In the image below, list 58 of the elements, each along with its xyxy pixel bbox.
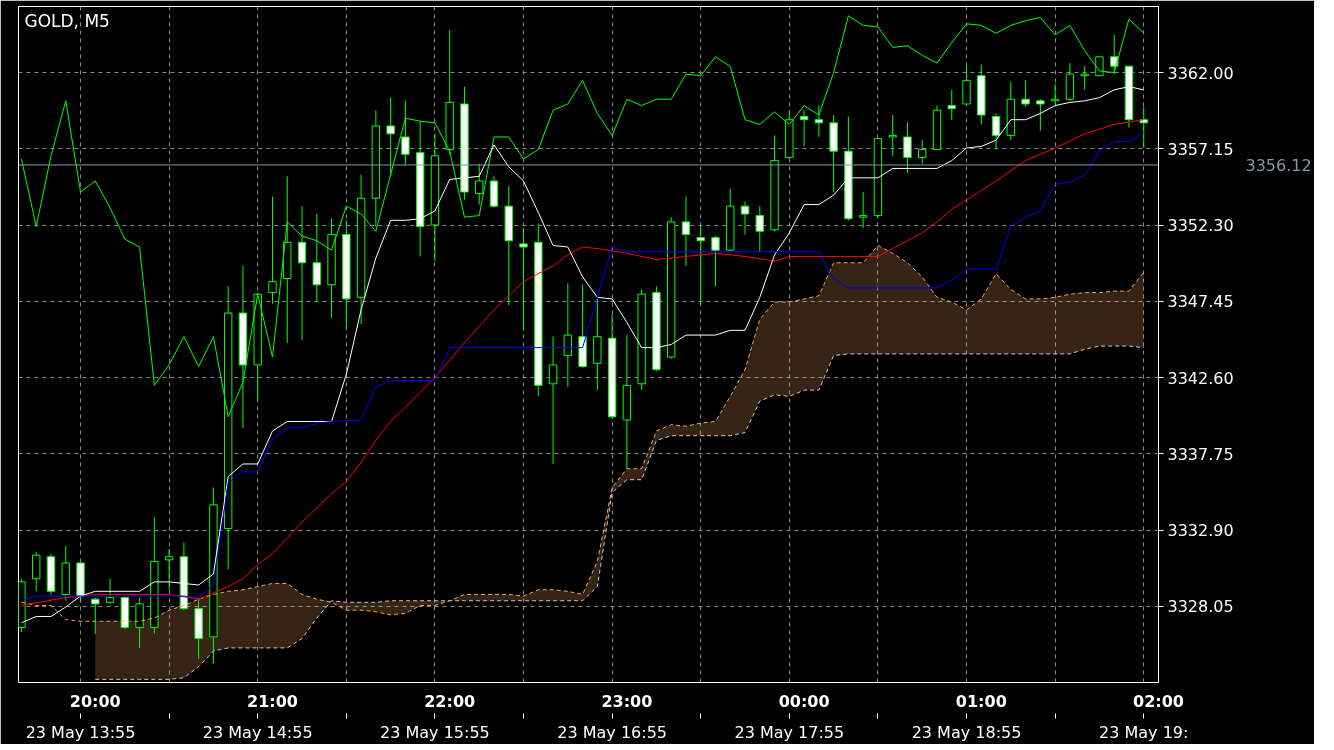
- candlestick: [740, 200, 750, 235]
- candlestick: [962, 65, 971, 105]
- y-tick-label: 3328.05: [1167, 597, 1234, 617]
- y-tick-label: 3342.60: [1167, 368, 1234, 388]
- candlestick: [1080, 65, 1089, 91]
- x-tick-label: 23 May 15:55: [380, 722, 490, 742]
- candlestick: [1036, 98, 1045, 132]
- candlestick: [563, 282, 573, 388]
- candlestick: [991, 112, 1001, 151]
- candlestick: [91, 597, 100, 635]
- x2-tick-label: 00:00: [778, 691, 830, 711]
- candlestick: [164, 548, 174, 591]
- line-series: [20, 244, 1145, 622]
- x2-tick-label: 01:00: [955, 691, 1007, 711]
- x-tick-label: 23 May 17:55: [734, 722, 845, 742]
- y-tick-label: 3352.30: [1167, 216, 1234, 236]
- x2-tick-label: 21:00: [247, 691, 298, 711]
- x-tick-label: 23 May 14:55: [202, 722, 313, 742]
- candlestick: [1110, 34, 1119, 75]
- candlestick: [888, 114, 897, 157]
- candlestick: [548, 336, 558, 465]
- ref-line-label: 3356.12: [1245, 155, 1312, 175]
- candlestick: [918, 139, 927, 165]
- candlestick: [799, 109, 809, 147]
- candlestick: [519, 227, 528, 331]
- line-series: [94, 345, 1145, 680]
- chart-title: GOLD, M5: [24, 10, 110, 31]
- candlestick: [755, 205, 764, 253]
- y-tick-label: 3337.75: [1167, 444, 1234, 464]
- candlestick: [1021, 79, 1030, 108]
- candlestick: [32, 551, 41, 592]
- candlestick: [268, 196, 277, 305]
- y-tick-label: 3347.45: [1167, 292, 1234, 312]
- candlestick: [401, 100, 410, 166]
- x2-tick-label: 20:00: [69, 691, 121, 711]
- y-tick-label: 3332.90: [1167, 521, 1234, 541]
- x-tick-label: 23 May 13:55: [25, 722, 136, 742]
- y-tick-label: 3362.00: [1167, 63, 1234, 83]
- x2-tick-label: 23:00: [601, 691, 653, 711]
- candlestick: [681, 196, 691, 267]
- y-tick-label: 3357.15: [1167, 139, 1234, 159]
- candlestick: [135, 597, 144, 649]
- candlestick: [947, 89, 956, 121]
- candlestick: [297, 205, 307, 341]
- x2-tick-label: 02:00: [1133, 691, 1184, 711]
- candlestick: [858, 191, 868, 229]
- candlestick: [312, 213, 321, 303]
- x2-tick-label: 22:00: [424, 691, 476, 711]
- candlestick: [814, 105, 824, 138]
- candlestick: [1095, 56, 1104, 77]
- x-tick-label: 23 May 16:55: [557, 722, 667, 742]
- candlestick: [696, 224, 705, 305]
- candlestick: [475, 163, 484, 206]
- x-tick-label: 23 May 19:: [1099, 722, 1189, 742]
- x-tick-label: 23 May 18:55: [911, 722, 1022, 742]
- candlestick: [105, 578, 115, 605]
- candlestick: [903, 122, 912, 174]
- candlestick: [711, 235, 720, 287]
